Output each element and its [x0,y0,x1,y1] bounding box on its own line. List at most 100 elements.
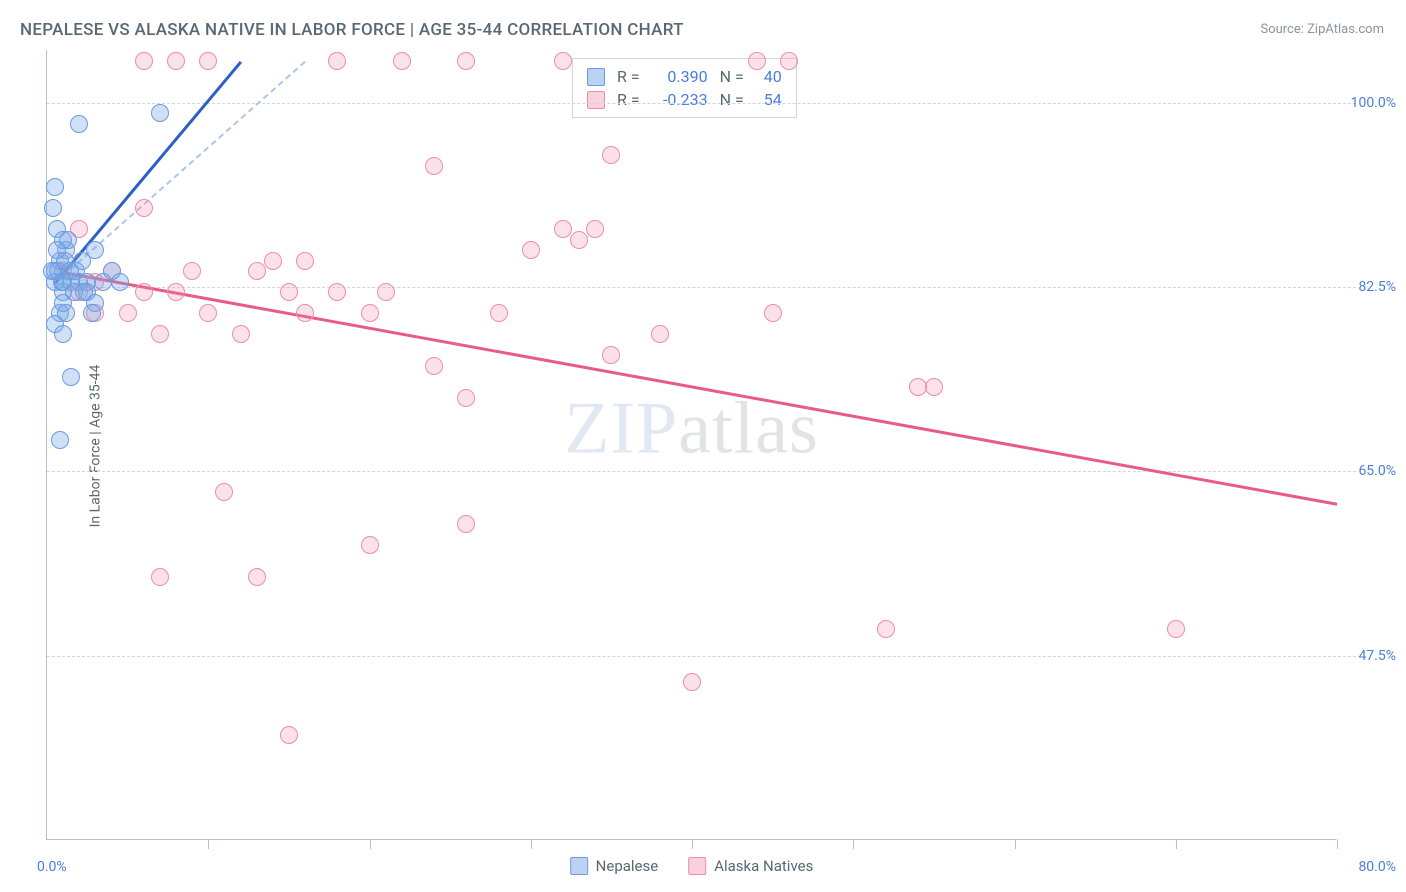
data-point [554,52,572,70]
data-point [83,304,101,322]
data-point [296,304,314,322]
data-point [119,304,137,322]
legend-label-0: Nepalese [596,857,659,875]
data-point [167,283,185,301]
legend-swatch-blue [570,857,588,875]
data-point [248,262,266,280]
data-point [651,325,669,343]
data-point [111,273,129,291]
data-point [232,325,250,343]
data-point [328,52,346,70]
data-point [135,52,153,70]
data-point [280,283,298,301]
data-point [602,346,620,364]
data-point [425,157,443,175]
data-point [457,389,475,407]
data-point [570,231,588,249]
y-tick-label: 47.5% [1341,648,1396,664]
data-point [199,52,217,70]
data-point [377,283,395,301]
data-point [70,115,88,133]
data-point [602,146,620,164]
data-point [43,262,61,280]
chart-title: NEPALESE VS ALASKA NATIVE IN LABOR FORCE… [20,20,684,40]
data-point [46,178,64,196]
data-point [135,283,153,301]
x-tick [692,839,693,849]
grid-line [47,287,1356,288]
legend-swatch-pink [688,857,706,875]
swatch-blue [587,68,605,86]
data-point [48,241,66,259]
x-tick [370,839,371,849]
data-point [264,252,282,270]
watermark-atlas: atlas [678,387,819,469]
data-point [361,304,379,322]
data-point [361,536,379,554]
trend-line [63,271,1337,505]
data-point [877,620,895,638]
data-point [425,357,443,375]
data-point [683,673,701,691]
x-tick [1015,839,1016,849]
data-point [248,568,266,586]
n-value-1: 54 [752,90,782,109]
data-point [151,104,169,122]
data-point [62,368,80,386]
data-point [554,220,572,238]
series-legend: Nepalese Alaska Natives [570,857,814,875]
y-tick-label: 100.0% [1341,95,1396,111]
r-value-0: 0.390 [648,67,708,86]
data-point [44,199,62,217]
data-point [1167,620,1185,638]
n-value-0: 40 [752,67,782,86]
x-tick [531,839,532,849]
data-point [522,241,540,259]
data-point [393,52,411,70]
data-point [457,515,475,533]
r-label-0: R = [617,67,640,86]
swatch-pink [587,91,605,109]
data-point [167,52,185,70]
data-point [57,304,75,322]
n-label-0: N = [720,67,744,86]
grid-line [47,656,1356,657]
data-point [925,378,943,396]
data-point [780,52,798,70]
data-point [215,483,233,501]
x-tick [1337,839,1338,849]
data-point [764,304,782,322]
legend-row-alaska: R = -0.233 N = 54 [587,88,782,111]
y-tick-label: 82.5% [1341,279,1396,295]
data-point [199,304,217,322]
stats-legend: R = 0.390 N = 40 R = -0.233 N = 54 [572,58,797,118]
n-label-1: N = [720,90,744,109]
grid-line [47,103,1356,104]
data-point [61,262,79,280]
x-tick [208,839,209,849]
watermark-zip: ZIP [564,387,678,469]
data-point [135,199,153,217]
data-point [490,304,508,322]
data-point [296,252,314,270]
data-point [151,325,169,343]
data-point [75,283,93,301]
x-tick [1176,839,1177,849]
y-tick-label: 65.0% [1341,463,1396,479]
legend-item-nepalese: Nepalese [570,857,659,875]
data-point [54,325,72,343]
source-label: Source: ZipAtlas.com [1260,22,1384,37]
data-point [280,726,298,744]
data-point [183,262,201,280]
x-min-label: 0.0% [37,859,67,875]
x-max-label: 80.0% [1358,859,1396,875]
chart-container: NEPALESE VS ALASKA NATIVE IN LABOR FORCE… [0,0,1406,892]
legend-item-alaska: Alaska Natives [688,857,813,875]
legend-label-1: Alaska Natives [714,857,813,875]
r-label-1: R = [617,90,640,109]
data-point [748,52,766,70]
data-point [457,52,475,70]
x-tick [853,839,854,849]
plot-area: ZIPatlas R = 0.390 N = 40 R = -0.233 N =… [46,50,1336,840]
watermark: ZIPatlas [564,386,819,471]
